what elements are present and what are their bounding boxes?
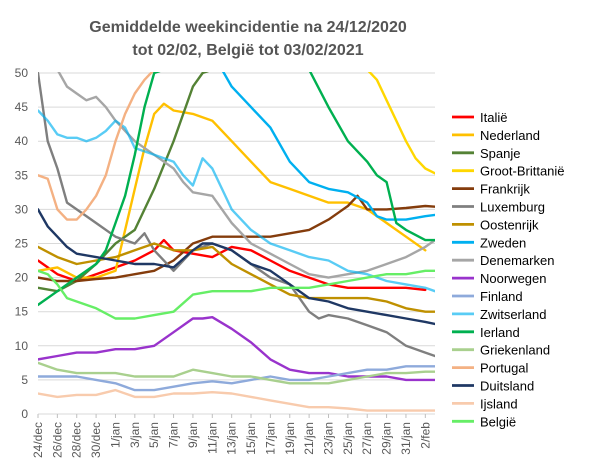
x-tick-label: 29/jan — [380, 422, 394, 455]
chart-title: Gemiddelde weekincidentie na 24/12/2020 t… — [89, 19, 407, 59]
y-tick-label: 35 — [15, 168, 29, 182]
legend-label-denemarken: Denemarken — [480, 253, 554, 268]
x-tick-label: 11/jan — [205, 422, 219, 454]
x-tick-label: 1/jan — [108, 422, 122, 448]
legend-label-finland: Finland — [480, 289, 523, 304]
series-line-ierland — [38, 72, 435, 307]
legend-label-ijsland: Ijsland — [480, 396, 518, 411]
x-tick-label: 24/dec — [31, 422, 45, 458]
x-tick-label: 25/jan — [341, 422, 355, 455]
x-tick-label: 28/dec — [70, 422, 84, 458]
chart-title-line-2: tot 02/02, België tot 03/02/2021 — [132, 42, 363, 59]
x-tick-label: 21/jan — [302, 422, 316, 455]
y-tick-label: 50 — [15, 66, 29, 80]
x-tick-label: 9/jan — [186, 422, 200, 448]
gridlines — [38, 72, 435, 415]
legend-label-frankrijk: Frankrijk — [480, 182, 530, 197]
x-tick-label: 26/dec — [50, 422, 64, 458]
x-axis: 24/dec 26/dec 28/dec 30/dec 1/jan 3/jan 5/jan 7… — [31, 414, 432, 458]
y-tick-label: 45 — [15, 100, 29, 114]
x-tick-label: 13/jan — [225, 422, 239, 455]
series-line-zweden — [221, 72, 435, 221]
legend-label-zweden: Zweden — [480, 235, 526, 250]
series-line-nederland — [38, 102, 427, 279]
legend-label-zwitserland: Zwitserland — [480, 307, 546, 322]
series-line-denemarken — [57, 72, 435, 279]
x-tick-label: 7/jan — [167, 422, 181, 448]
y-tick-label: 20 — [15, 271, 29, 285]
legend-label-noorwegen: Noorwegen — [480, 271, 547, 286]
legend-label-griekenland: Griekenland — [480, 343, 550, 358]
legend-label-spanje: Spanje — [480, 146, 520, 161]
x-tick-label: 27/jan — [360, 422, 374, 455]
series-lines — [38, 72, 435, 412]
y-tick-label: 40 — [15, 134, 29, 148]
series-line-duitsland — [38, 208, 435, 326]
series-line-belgie — [38, 269, 435, 320]
series-line-zwitserland — [38, 109, 435, 293]
series-line-finland — [38, 365, 435, 392]
y-tick-label: 0 — [21, 407, 28, 421]
x-tick-label: 30/dec — [89, 422, 103, 458]
series-line-spanje — [38, 72, 210, 293]
x-tick-label: 3/jan — [128, 422, 142, 448]
series-line-groot-brittanie — [367, 72, 435, 175]
chart-title-line-1: Gemiddelde weekincidentie na 24/12/2020 — [89, 19, 407, 36]
legend-label-luxemburg: Luxemburg — [480, 200, 545, 215]
legend-label-portugal: Portugal — [480, 361, 529, 376]
legend-label-oostenrijk: Oostenrijk — [480, 217, 539, 232]
series-line-portugal — [38, 72, 154, 221]
x-tick-label: 2/feb — [418, 422, 432, 449]
y-tick-label: 10 — [15, 339, 29, 353]
x-tick-label: 5/jan — [147, 422, 161, 448]
y-tick-label: 25 — [15, 237, 29, 251]
legend-label-nederland: Nederland — [480, 128, 540, 143]
series-line-italie — [38, 238, 427, 292]
series-line-griekenland — [38, 361, 435, 385]
y-axis: 0 5 10 15 20 25 30 35 40 45 50 — [15, 66, 29, 421]
x-tick-label: 15/jan — [244, 422, 258, 455]
x-tick-label: 17/jan — [263, 422, 277, 455]
y-tick-label: 15 — [15, 305, 29, 319]
y-tick-label: 5 — [21, 373, 28, 387]
y-tick-label: 30 — [15, 202, 29, 216]
legend-label-belgie: België — [480, 414, 516, 429]
x-tick-label: 19/jan — [283, 422, 297, 455]
legend-label-italie: Italië — [480, 110, 507, 125]
x-tick-label: 31/jan — [399, 422, 413, 455]
series-line-ijsland — [38, 388, 435, 412]
x-tick-label: 23/jan — [321, 422, 335, 455]
legend-label-duitsland: Duitsland — [480, 379, 534, 394]
legend-label-groot-brittanie: Groot-Brittanië — [480, 164, 565, 179]
legend: Italië Nederland Spanje Groot-Brittanië Fran… — [452, 110, 565, 429]
legend-label-ierland: Ierland — [480, 325, 520, 340]
